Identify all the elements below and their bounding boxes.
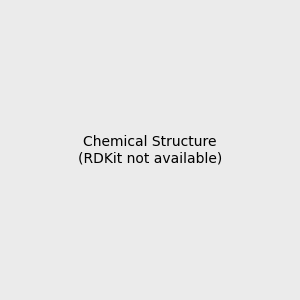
Text: Chemical Structure
(RDKit not available): Chemical Structure (RDKit not available) — [78, 135, 222, 165]
